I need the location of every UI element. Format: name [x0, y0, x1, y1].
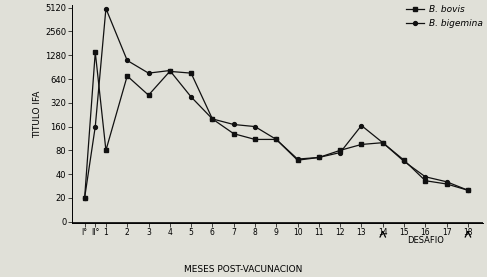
B. bovis — [422, 179, 428, 182]
B. bovis — [316, 156, 322, 159]
B. bigemina — [209, 117, 215, 120]
B. bigemina — [422, 175, 428, 178]
B. bigemina — [316, 156, 322, 159]
B. bovis — [82, 196, 88, 199]
B. bigemina — [380, 141, 386, 144]
B. bovis — [188, 71, 194, 75]
B. bigemina — [465, 189, 471, 192]
B. bovis — [231, 132, 237, 135]
B. bigemina — [124, 59, 130, 62]
B. bigemina — [401, 160, 407, 163]
B. bovis — [401, 158, 407, 162]
Text: DESAFIO: DESAFIO — [407, 236, 444, 245]
B. bigemina — [103, 7, 109, 10]
B. bovis — [146, 93, 151, 97]
B. bovis — [124, 74, 130, 78]
B. bovis — [444, 182, 450, 186]
B. bovis — [103, 149, 109, 152]
B. bigemina — [444, 180, 450, 183]
B. bovis — [252, 138, 258, 141]
Legend: B. bovis, B. bigemina: B. bovis, B. bigemina — [406, 6, 483, 28]
Line: B. bigemina: B. bigemina — [83, 7, 470, 200]
B. bovis — [337, 149, 343, 152]
Y-axis label: TITULO IFA: TITULO IFA — [34, 90, 42, 138]
B. bigemina — [273, 138, 279, 141]
B. bovis — [93, 50, 98, 54]
B. bigemina — [358, 124, 364, 127]
Line: B. bovis: B. bovis — [82, 50, 470, 200]
B. bigemina — [295, 157, 300, 161]
B. bigemina — [231, 123, 237, 126]
B. bigemina — [146, 71, 151, 75]
B. bigemina — [82, 196, 88, 199]
B. bovis — [358, 143, 364, 146]
B. bovis — [167, 70, 173, 73]
B. bovis — [273, 138, 279, 141]
B. bigemina — [337, 151, 343, 154]
Text: MESES POST-VACUNACION: MESES POST-VACUNACION — [184, 265, 303, 274]
B. bovis — [380, 141, 386, 144]
B. bigemina — [252, 125, 258, 128]
B. bovis — [465, 189, 471, 192]
B. bovis — [295, 158, 300, 162]
B. bigemina — [167, 69, 173, 72]
B. bigemina — [93, 125, 98, 128]
B. bovis — [209, 117, 215, 120]
B. bigemina — [188, 95, 194, 99]
